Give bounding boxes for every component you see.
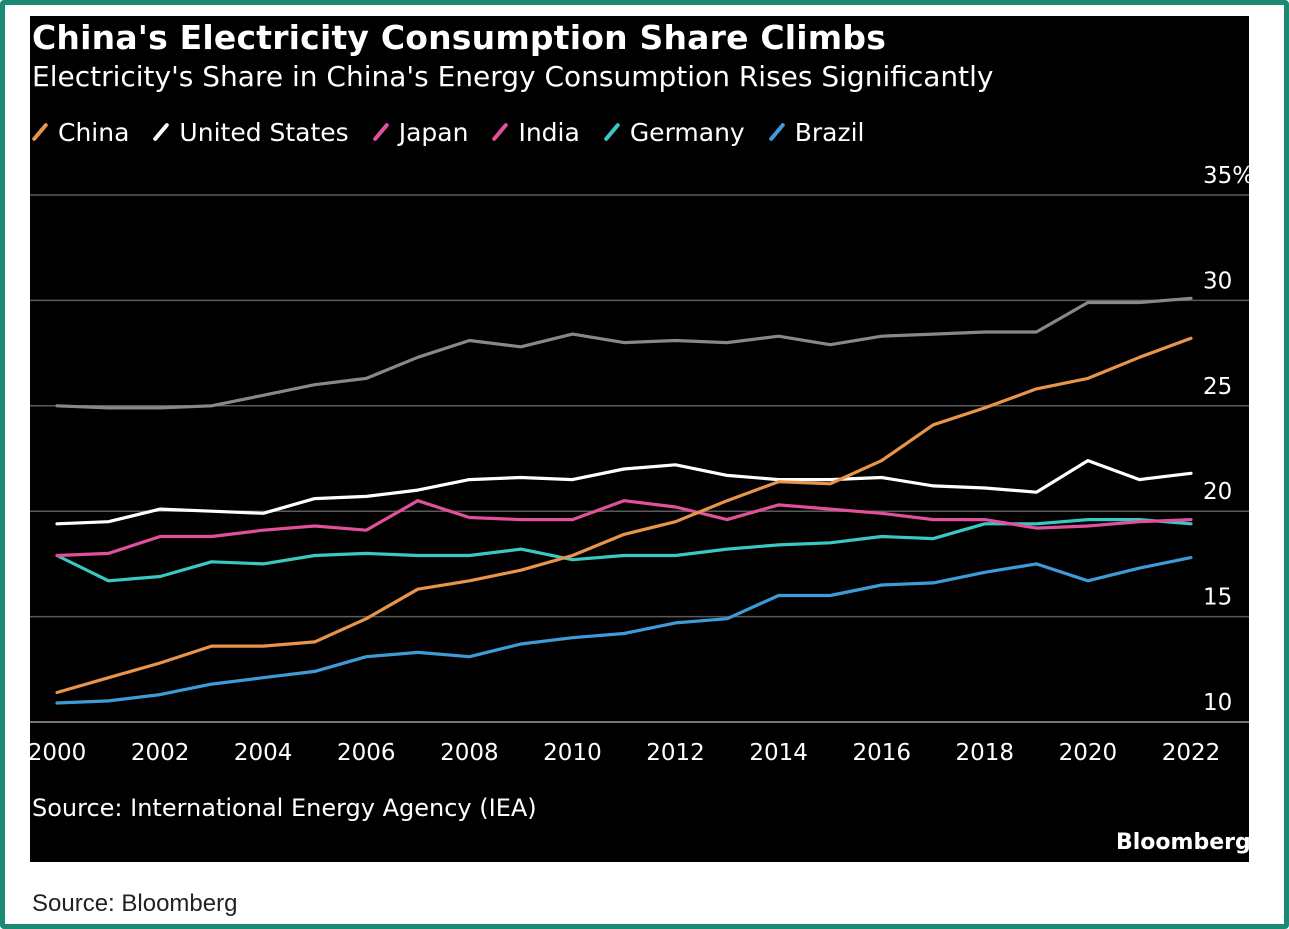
legend-label: Germany [629, 117, 745, 147]
bloomberg-logo: Bloomberg [1116, 830, 1251, 855]
x-tick-label: 2006 [337, 740, 396, 766]
legend-label: Japan [398, 117, 469, 147]
y-tick-label: 20 [1203, 479, 1232, 505]
legend-item-china: China [31, 117, 130, 147]
series-line-china [55, 336, 1193, 695]
y-tick-label: 25 [1203, 374, 1232, 400]
x-tick-label: 2010 [543, 740, 602, 766]
y-tick-label: 15 [1203, 585, 1232, 611]
series-line-united-states [55, 459, 1193, 526]
chart-title: China's Electricity Consumption Share Cl… [32, 18, 887, 57]
y-tick-label: 10 [1203, 690, 1232, 716]
x-tick-label: 2004 [234, 740, 293, 766]
series-line-germany [55, 517, 1193, 583]
figure-source-caption: Source: Bloomberg [32, 890, 238, 917]
chart-source-note: Source: International Energy Agency (IEA… [32, 794, 537, 822]
chart-panel [30, 16, 1249, 862]
chart-legend: China United States Japan India Germany Brazi… [31, 112, 888, 152]
x-tick-label: 2012 [646, 740, 705, 766]
legend-item-germany: Germany [603, 117, 745, 147]
x-tick-label: 2020 [1059, 740, 1118, 766]
x-tick-label: 2000 [28, 740, 87, 766]
y-tick-label: 30 [1203, 268, 1232, 294]
legend-item-india: India [491, 117, 580, 147]
x-tick-label: 2014 [749, 740, 808, 766]
legend-item-brazil: Brazil [768, 117, 865, 147]
x-tick-label: 2008 [440, 740, 499, 766]
series-line-japan [55, 296, 1193, 410]
x-tick-label: 2016 [852, 740, 911, 766]
series-line-brazil [55, 555, 1193, 705]
legend-label: India [518, 117, 580, 147]
x-tick-label: 2002 [131, 740, 190, 766]
legend-label: China [58, 117, 130, 147]
legend-label: United States [179, 117, 349, 147]
legend-item-japan: Japan [372, 117, 469, 147]
legend-item-united-states: United States [152, 117, 349, 147]
legend-label: Brazil [794, 117, 865, 147]
y-tick-label: 35% [1203, 163, 1254, 189]
series-line-india [55, 499, 1193, 558]
chart-subtitle: Electricity's Share in China's Energy Co… [32, 60, 994, 93]
x-tick-label: 2018 [956, 740, 1015, 766]
x-tick-label: 2022 [1162, 740, 1221, 766]
